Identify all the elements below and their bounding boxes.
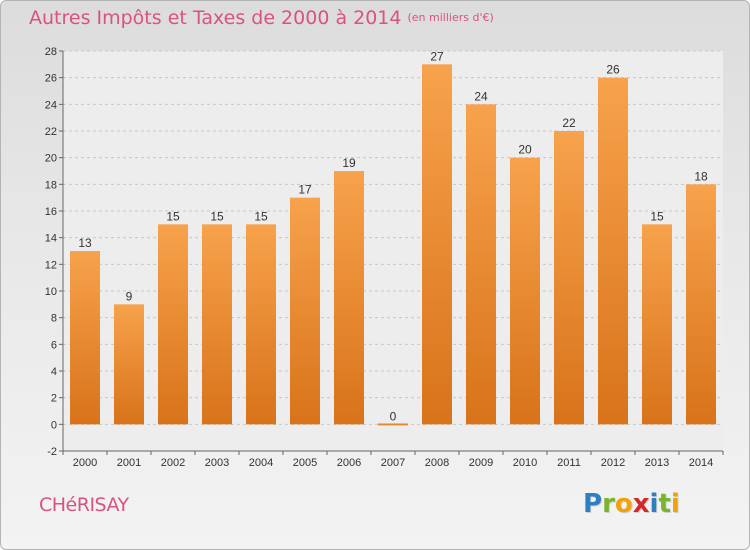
place-name: CHéRISAY bbox=[39, 494, 129, 516]
data-label: 15 bbox=[650, 209, 664, 223]
data-label: 27 bbox=[430, 49, 444, 63]
bar bbox=[158, 224, 188, 425]
x-tick-label: 2002 bbox=[161, 457, 185, 469]
x-tick-label: 2014 bbox=[689, 457, 713, 469]
y-tick-label: 26 bbox=[45, 73, 57, 85]
proxiti-logo-letter: o bbox=[614, 489, 633, 519]
bar bbox=[378, 423, 408, 426]
x-tick-label: 2000 bbox=[73, 457, 97, 469]
data-label: 18 bbox=[694, 169, 708, 183]
data-label: 9 bbox=[126, 289, 133, 303]
x-tick-label: 2010 bbox=[513, 457, 537, 469]
chart-title: Autres Impôts et Taxes de 2000 à 2014 (en… bbox=[29, 7, 494, 29]
y-tick-label: 8 bbox=[51, 313, 57, 325]
x-tick-label: 2005 bbox=[293, 457, 317, 469]
x-tick-label: 2001 bbox=[117, 457, 141, 469]
y-tick-label: 0 bbox=[51, 419, 57, 431]
bar bbox=[686, 184, 716, 425]
y-tick-label: 4 bbox=[51, 366, 57, 378]
chart-unit-note: (en milliers d'€) bbox=[407, 11, 494, 24]
proxiti-logo-letter: i bbox=[670, 489, 680, 519]
bar bbox=[598, 77, 628, 425]
data-label: 15 bbox=[166, 209, 180, 223]
x-tick-label: 2012 bbox=[601, 457, 625, 469]
proxiti-logo-letter: x bbox=[632, 489, 650, 519]
data-label: 15 bbox=[210, 209, 224, 223]
data-label: 20 bbox=[518, 143, 532, 157]
bar bbox=[642, 224, 672, 425]
data-label: 0 bbox=[390, 409, 397, 423]
data-label: 15 bbox=[254, 209, 268, 223]
x-tick-label: 2003 bbox=[205, 457, 229, 469]
bar bbox=[510, 157, 540, 425]
data-label: 13 bbox=[78, 236, 92, 250]
y-tick-label: 14 bbox=[45, 233, 57, 245]
data-label: 19 bbox=[342, 156, 356, 170]
y-tick-label: 24 bbox=[45, 99, 57, 111]
x-tick-label: 2009 bbox=[469, 457, 493, 469]
chart-title-text: Autres Impôts et Taxes de 2000 à 2014 bbox=[29, 7, 402, 29]
proxiti-logo-letter: i bbox=[649, 489, 659, 519]
bar bbox=[246, 224, 276, 425]
proxiti-logo-letter: t bbox=[658, 489, 671, 519]
y-tick-label: 10 bbox=[45, 286, 57, 298]
bar bbox=[466, 104, 496, 425]
proxiti-logo-letter: r bbox=[602, 489, 615, 519]
y-tick-label: 16 bbox=[45, 206, 57, 218]
y-tick-label: -2 bbox=[47, 446, 57, 458]
x-tick-label: 2013 bbox=[645, 457, 669, 469]
bar bbox=[114, 304, 144, 425]
x-tick-label: 2011 bbox=[557, 457, 581, 469]
data-label: 17 bbox=[298, 183, 312, 197]
data-label: 22 bbox=[562, 116, 576, 130]
y-tick-label: 20 bbox=[45, 153, 57, 165]
x-tick-label: 2008 bbox=[425, 457, 449, 469]
y-tick-label: 2 bbox=[51, 393, 57, 405]
y-tick-label: 28 bbox=[45, 46, 57, 58]
y-tick-label: 6 bbox=[51, 339, 57, 351]
data-label: 24 bbox=[474, 89, 488, 103]
data-label: 26 bbox=[606, 63, 620, 77]
proxiti-logo-letter: P bbox=[583, 489, 603, 519]
x-tick-label: 2006 bbox=[337, 457, 361, 469]
y-tick-label: 18 bbox=[45, 179, 57, 191]
y-tick-label: 12 bbox=[45, 259, 57, 271]
y-tick-label: 22 bbox=[45, 126, 57, 138]
proxiti-logo: Proxiti bbox=[583, 489, 680, 519]
bar bbox=[422, 64, 452, 425]
bar bbox=[554, 131, 584, 425]
x-tick-label: 2007 bbox=[381, 457, 405, 469]
x-tick-label: 2004 bbox=[249, 457, 273, 469]
bar bbox=[334, 171, 364, 425]
bar bbox=[290, 197, 320, 425]
bar bbox=[70, 251, 100, 425]
bar bbox=[202, 224, 232, 425]
